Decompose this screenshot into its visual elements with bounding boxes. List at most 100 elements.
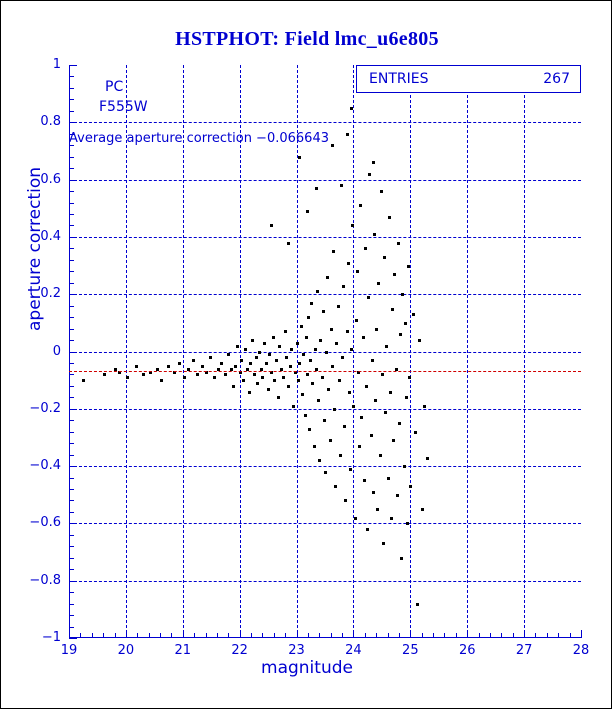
- data-point: [351, 224, 355, 228]
- data-point: [283, 330, 287, 334]
- x-tick-major: [182, 630, 184, 638]
- data-point: [231, 384, 235, 388]
- data-point: [247, 390, 251, 394]
- data-point: [246, 367, 250, 371]
- y-tick-minor: [69, 500, 74, 502]
- y-tick-label: 0.8: [40, 114, 61, 130]
- data-point: [368, 172, 372, 176]
- y-tick-label: −0.4: [29, 458, 61, 474]
- data-point: [369, 433, 373, 437]
- data-point: [159, 379, 163, 383]
- data-point: [321, 310, 325, 314]
- data-point: [269, 224, 273, 228]
- gridline-horizontal: [69, 236, 581, 238]
- data-point: [382, 542, 386, 546]
- data-point: [354, 318, 358, 322]
- y-tick-minor: [69, 615, 74, 617]
- y-tick-minor: [69, 328, 74, 330]
- data-point: [383, 255, 387, 259]
- y-tick-minor: [69, 305, 74, 307]
- x-tick-minor: [319, 633, 321, 638]
- data-point: [213, 376, 217, 380]
- data-point: [392, 439, 396, 443]
- data-point: [293, 370, 297, 374]
- y-tick-minor: [69, 431, 74, 433]
- data-point: [299, 324, 303, 328]
- data-point: [345, 330, 349, 334]
- data-point: [409, 485, 413, 489]
- data-point: [329, 327, 333, 331]
- data-point: [367, 296, 371, 300]
- gridline-horizontal: [69, 408, 581, 410]
- x-tick-label: 21: [174, 643, 192, 658]
- data-point: [148, 370, 152, 374]
- x-tick-minor: [114, 633, 116, 638]
- data-point: [287, 241, 291, 245]
- data-point: [325, 350, 329, 354]
- data-point: [385, 344, 389, 348]
- data-point: [295, 341, 299, 345]
- data-point: [378, 453, 382, 457]
- data-point: [301, 393, 305, 397]
- data-point: [319, 339, 323, 343]
- gridline-horizontal: [69, 122, 581, 124]
- y-tick-label: −0.8: [29, 572, 61, 588]
- data-point: [259, 367, 263, 371]
- y-tick-minor: [69, 477, 74, 479]
- data-point: [258, 350, 261, 354]
- data-point: [330, 144, 334, 148]
- data-point: [361, 336, 365, 340]
- y-tick-label: −0.2: [29, 400, 61, 416]
- data-point: [166, 364, 170, 368]
- y-tick-minor: [69, 213, 74, 215]
- x-tick-minor: [160, 633, 162, 638]
- data-point: [335, 341, 339, 345]
- data-point: [420, 508, 424, 512]
- data-point: [326, 276, 330, 279]
- data-point: [426, 456, 430, 460]
- x-tick-label: 19: [60, 643, 78, 658]
- data-point: [397, 422, 401, 426]
- x-tick-label: 28: [572, 643, 590, 658]
- data-point: [384, 410, 388, 414]
- data-point: [315, 187, 319, 191]
- data-point: [388, 390, 392, 394]
- x-tick-minor: [376, 633, 378, 638]
- data-point: [380, 373, 384, 377]
- data-point: [358, 445, 362, 449]
- data-point: [275, 359, 279, 363]
- data-point: [305, 373, 309, 377]
- gridline-horizontal: [69, 580, 581, 582]
- data-point: [324, 470, 327, 474]
- x-tick-minor: [433, 633, 435, 638]
- y-tick-minor: [69, 374, 74, 376]
- x-tick-minor: [546, 633, 548, 638]
- annotation-average-correction: Average aperture correction −0.066643: [69, 131, 329, 146]
- data-point: [271, 336, 275, 340]
- data-point: [240, 359, 244, 363]
- data-point: [314, 367, 318, 371]
- data-point: [411, 313, 415, 317]
- y-tick-minor: [69, 145, 74, 147]
- data-point: [408, 376, 412, 380]
- data-point: [366, 528, 370, 532]
- data-point: [350, 347, 354, 351]
- x-tick-minor: [535, 633, 537, 638]
- data-point: [402, 465, 406, 469]
- y-tick-label: 0: [52, 343, 61, 359]
- x-tick-minor: [91, 633, 93, 638]
- x-tick-minor: [387, 633, 389, 638]
- x-tick-minor: [285, 633, 287, 638]
- data-point: [327, 387, 331, 391]
- y-tick-minor: [69, 626, 74, 628]
- x-tick-minor: [205, 633, 207, 638]
- data-point: [345, 132, 349, 136]
- y-tick-minor: [69, 534, 74, 536]
- x-tick-label: 26: [458, 643, 476, 658]
- y-tick-minor: [69, 603, 74, 605]
- x-tick-minor: [512, 633, 514, 638]
- y-tick-minor: [69, 282, 74, 284]
- x-tick-label: 24: [345, 643, 362, 658]
- gridline-horizontal: [69, 294, 581, 296]
- data-point: [330, 364, 334, 368]
